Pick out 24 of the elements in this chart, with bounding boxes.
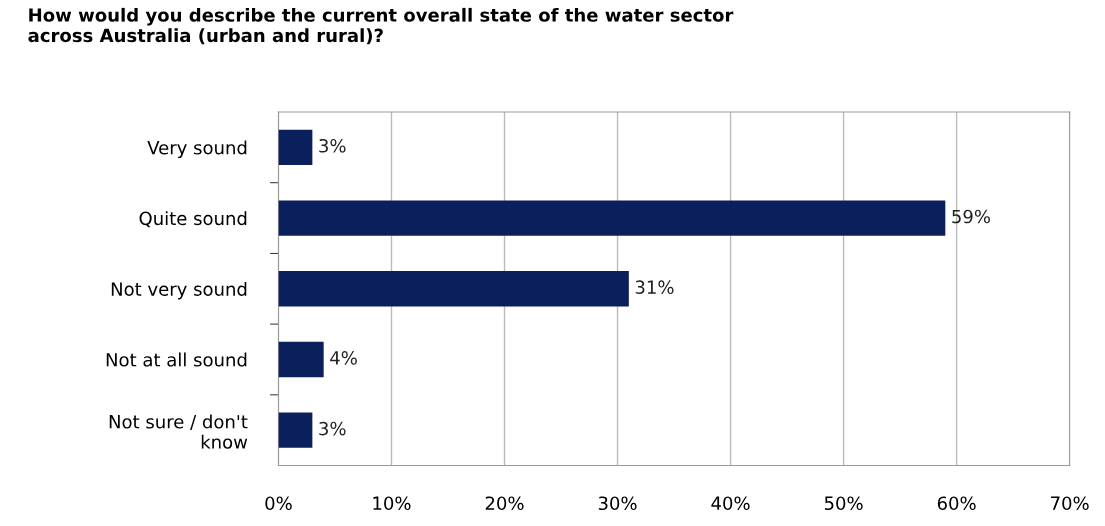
bar: [278, 271, 629, 307]
y-tick-label: Not very sound: [111, 281, 247, 300]
y-tick-label: Not sure / don't know: [109, 414, 248, 449]
chart-title: How would you describe the current overall state of the water sector across Australia (urban and rural)?: [28, 7, 734, 45]
x-tick-label: 20%: [485, 496, 524, 511]
x-tick-label: 10%: [373, 496, 411, 511]
data-label: 3%: [319, 421, 346, 436]
y-tick-label: Very sound: [147, 140, 247, 158]
x-tick-label: 30%: [598, 496, 637, 511]
x-tick-label: 0%: [265, 496, 292, 511]
x-tick-label: 40%: [711, 496, 750, 511]
bar: [278, 412, 313, 448]
x-tick-label: 70%: [1051, 496, 1089, 511]
bar: [278, 341, 324, 378]
data-label: 31%: [635, 280, 674, 295]
y-tick-label: Not at all sound: [106, 352, 247, 367]
data-label: 3%: [319, 138, 346, 153]
x-tick-label: 50%: [824, 496, 863, 511]
y-tick-label: Quite sound: [139, 211, 247, 228]
bar: [278, 129, 313, 166]
data-label: 4%: [330, 351, 357, 365]
data-label: 59%: [952, 209, 990, 224]
x-tick-label: 60%: [937, 496, 976, 511]
bar: [278, 200, 946, 236]
